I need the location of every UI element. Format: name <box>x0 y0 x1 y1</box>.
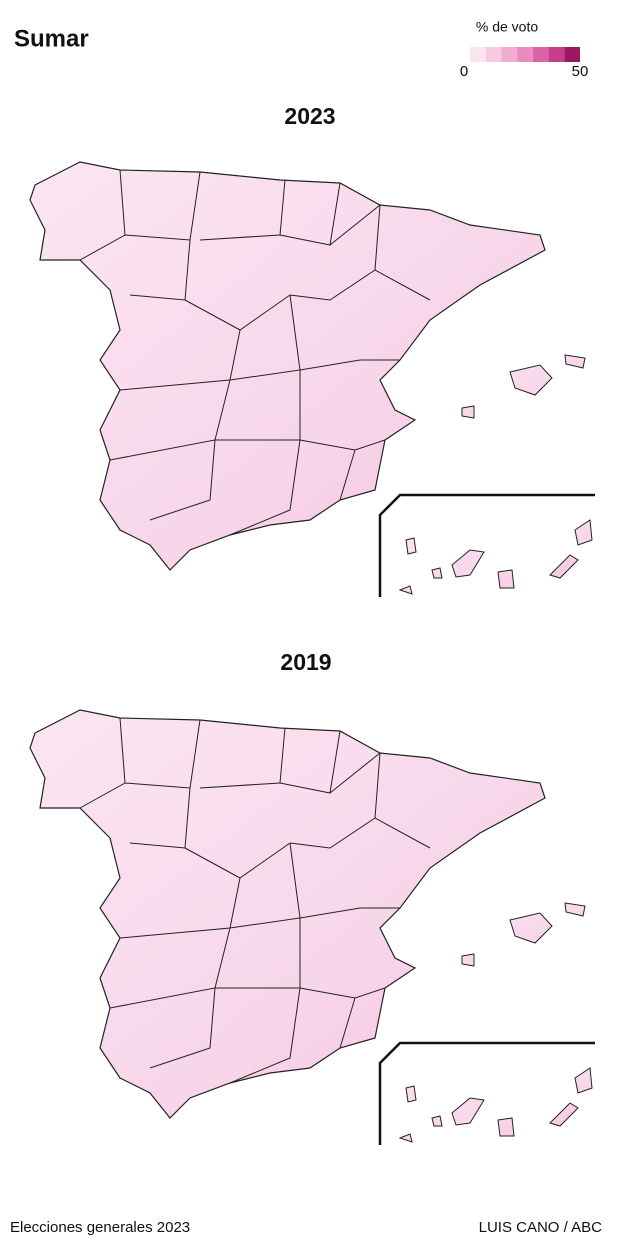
legend-swatch <box>564 47 580 62</box>
legend-swatch <box>517 47 533 62</box>
legend-title: % de voto <box>476 19 538 35</box>
legend-swatch <box>470 47 486 62</box>
footer-left: Elecciones generales 2023 <box>10 1219 190 1236</box>
map-2023 <box>28 160 597 599</box>
title: Sumar <box>14 25 89 52</box>
legend-swatch <box>485 47 502 62</box>
footer-right: LUIS CANO / ABC <box>479 1219 603 1236</box>
legend-swatch <box>548 47 565 62</box>
legend-min: 0 <box>460 63 468 80</box>
map-label: 2019 <box>280 649 331 675</box>
map-label: 2023 <box>284 103 335 129</box>
map-2019 <box>28 708 597 1147</box>
legend-max: 50 <box>572 63 589 80</box>
legend-swatch <box>532 47 549 62</box>
legend <box>470 47 580 62</box>
legend-swatch <box>501 47 518 62</box>
